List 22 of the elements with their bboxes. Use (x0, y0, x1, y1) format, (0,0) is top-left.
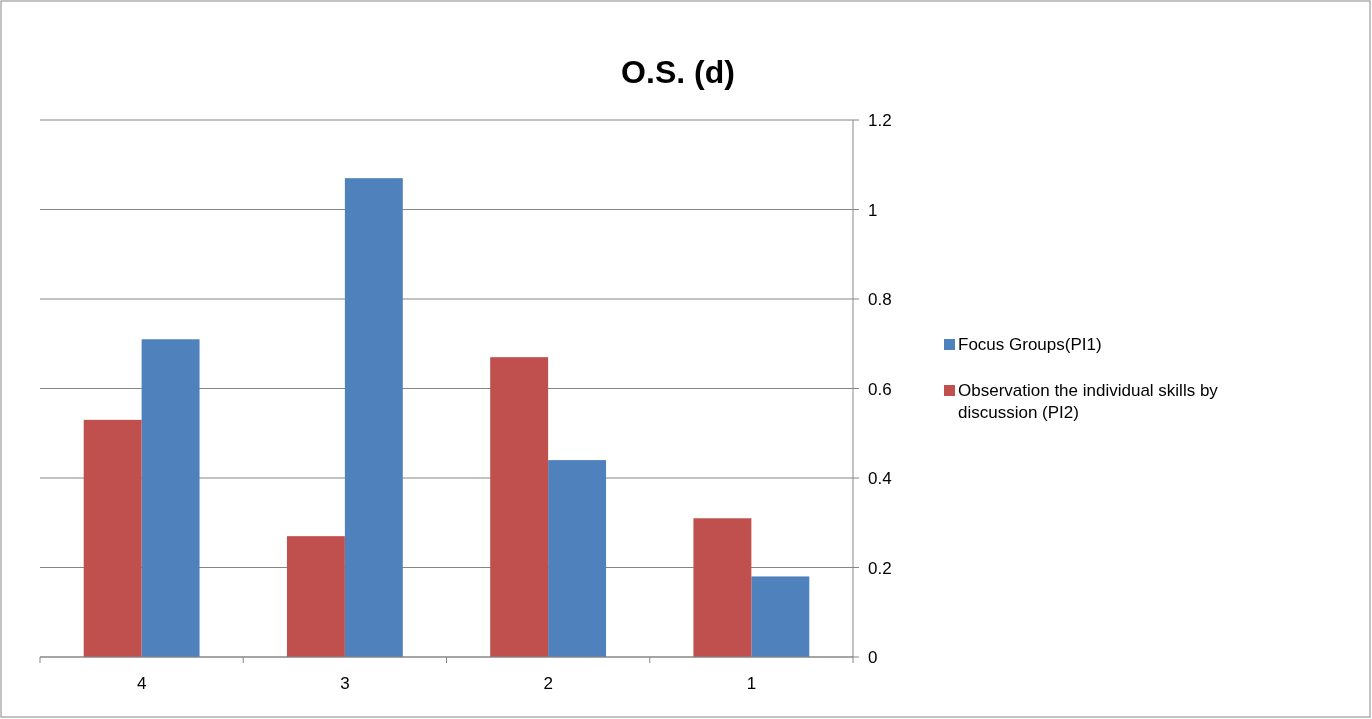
bar (83, 419, 142, 657)
bar (693, 518, 752, 657)
bar (141, 339, 200, 657)
x-tick-label: 3 (340, 674, 350, 693)
legend-label: Observation the individual skills by discussion (PI2) (958, 381, 1219, 422)
x-tick-label: 4 (136, 674, 147, 693)
x-tick-label: 2 (543, 674, 553, 693)
x-tick-label: 1 (746, 674, 757, 693)
y-tick-label: 0 (868, 648, 878, 667)
bar (344, 178, 403, 657)
y-tick-label: 1 (868, 200, 878, 220)
bar (490, 357, 549, 657)
y-tick-label: 0.8 (868, 290, 892, 309)
bar (286, 536, 345, 657)
legend-label: Focus Groups(PI1) (958, 335, 1102, 354)
bar (548, 460, 607, 657)
y-tick-label: 1.2 (868, 111, 892, 130)
y-tick-label: 0.6 (868, 379, 892, 399)
chart-title: O.S. (d) (621, 54, 735, 90)
y-tick-label: 0.2 (868, 558, 892, 578)
bar (751, 576, 810, 657)
y-tick-label: 0.4 (868, 469, 892, 488)
